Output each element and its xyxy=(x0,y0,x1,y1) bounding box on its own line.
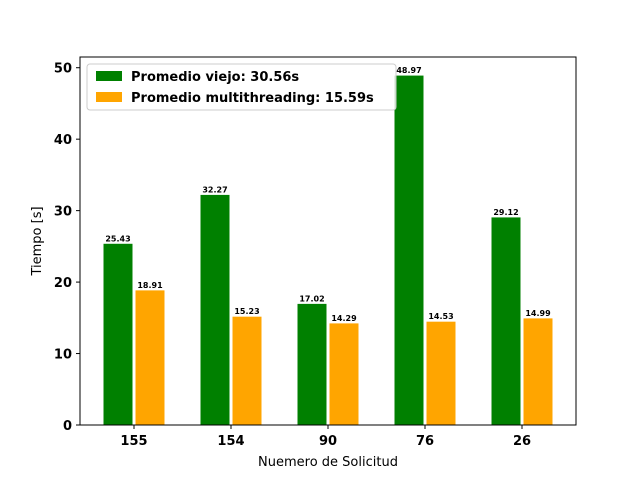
bars-group xyxy=(102,74,554,426)
x-axis-ticks: 155 154 90 76 26 xyxy=(120,425,531,449)
legend-box xyxy=(86,63,397,111)
bar-multithreading-26 xyxy=(522,317,554,426)
bar-viejo-154 xyxy=(199,193,231,426)
data-labels-group: 25.43 18.91 32.27 15.23 17.02 14.29 48.97 14.53… xyxy=(105,66,551,323)
bar-viejo-155 xyxy=(102,242,134,426)
data-label: 25.43 xyxy=(105,234,130,243)
data-label: 17.02 xyxy=(299,294,324,303)
data-label: 18.91 xyxy=(137,281,163,290)
data-label: 15.23 xyxy=(234,307,259,316)
legend-swatch-multithreading xyxy=(96,92,122,102)
data-label: 14.99 xyxy=(525,309,551,318)
legend-swatch-viejo xyxy=(96,71,122,81)
y-axis-ticks: 0 10 20 30 40 50 xyxy=(54,62,80,434)
y-tick-label: 20 xyxy=(54,276,72,291)
data-label: 32.27 xyxy=(202,185,227,194)
y-tick-label: 40 xyxy=(54,133,72,148)
data-label: 48.97 xyxy=(396,66,421,75)
bar-multithreading-154 xyxy=(231,315,263,426)
legend-label-multithreading: Promedio multithreading: 15.59s xyxy=(131,91,374,106)
data-label: 14.53 xyxy=(428,312,453,321)
x-tick-label: 155 xyxy=(120,434,147,449)
x-tick-label: 26 xyxy=(513,434,531,449)
y-tick-label: 0 xyxy=(63,419,72,434)
y-tick-label: 50 xyxy=(54,62,72,77)
bar-multithreading-90 xyxy=(328,322,360,426)
bar-multithreading-76 xyxy=(425,320,457,426)
bar-multithreading-155 xyxy=(134,289,166,426)
y-axis-label: Tiempo [s] xyxy=(30,206,45,276)
x-axis-label: Nuemero de Solicitud xyxy=(258,455,398,470)
y-tick-label: 10 xyxy=(54,348,72,363)
y-tick-label: 30 xyxy=(54,205,72,220)
legend-label-viejo: Promedio viejo: 30.56s xyxy=(131,70,299,85)
x-tick-label: 76 xyxy=(416,434,434,449)
bar-viejo-90 xyxy=(296,302,328,426)
data-label: 29.12 xyxy=(493,208,518,217)
data-label: 14.29 xyxy=(331,314,357,323)
x-tick-label: 154 xyxy=(217,434,244,449)
bar-viejo-26 xyxy=(490,216,522,426)
bar-viejo-76 xyxy=(393,74,425,426)
x-tick-label: 90 xyxy=(319,434,337,449)
legend: Promedio viejo: 30.56s Promedio multithr… xyxy=(86,63,397,111)
